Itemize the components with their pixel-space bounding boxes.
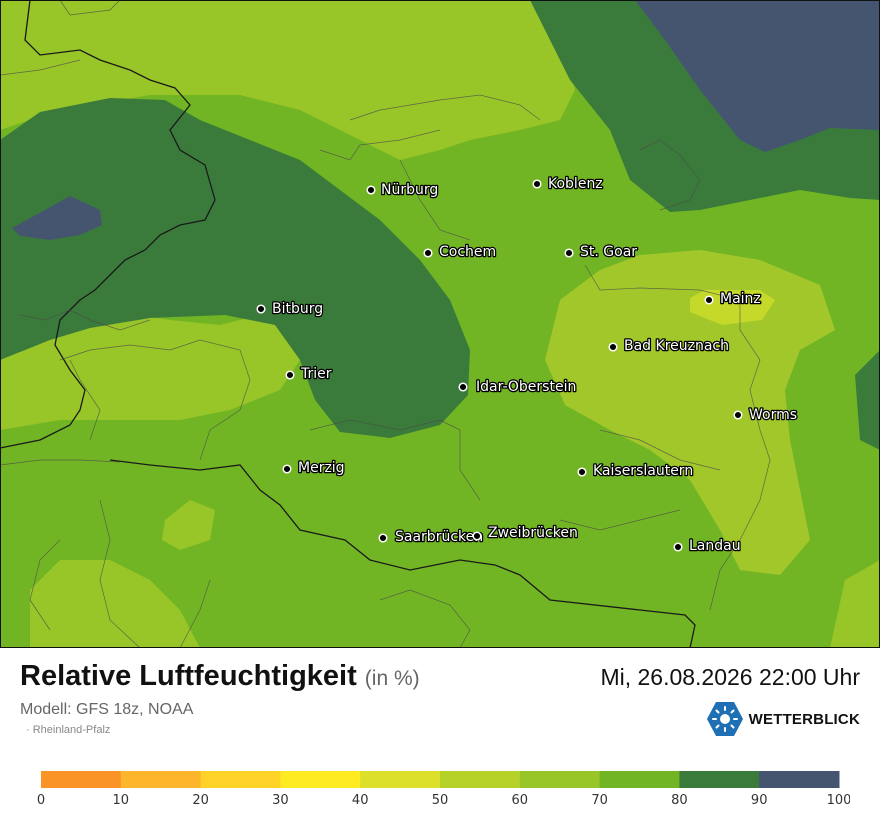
city-label: Landau	[689, 538, 741, 554]
humidity-zones-60-70	[0, 0, 880, 648]
city-label: Bitburg	[272, 301, 323, 317]
city-label: Cochem	[439, 244, 496, 260]
legend-tick-label: 20	[192, 793, 209, 808]
legend-tick-label: 10	[113, 793, 130, 808]
region-label: · Rheinland-Pfalz	[26, 724, 111, 736]
map-title: Relative Luftfeuchtigkeit (in %)	[20, 660, 420, 693]
legend-swatch	[679, 771, 760, 788]
city-label: Koblenz	[548, 176, 603, 192]
color-legend: 0 10 20 30 40 50 60 70 80 90 100	[37, 771, 850, 808]
city-nuerburg: Nürburg	[366, 181, 440, 199]
legend-tick-label: 50	[432, 793, 449, 808]
humidity-map: Nürburg Koblenz Cochem St. Goar Mainz Bi…	[0, 0, 880, 648]
legend-tick-label: 60	[512, 793, 529, 808]
legend-tick-label: 70	[591, 793, 608, 808]
legend-swatch	[440, 771, 521, 788]
brand-name: WETTERBLICK	[748, 710, 860, 728]
legend-swatch	[200, 771, 281, 788]
city-kaiserslautern: Kaiserslautern	[577, 462, 694, 480]
city-label: Kaiserslautern	[593, 463, 693, 479]
city-label: Saarbrücken	[395, 529, 483, 545]
border-lines	[0, 0, 696, 648]
legend-swatch	[41, 771, 122, 788]
city-saarbruecken: Saarbrücken	[378, 528, 484, 546]
city-st-goar: St. Goar	[564, 243, 639, 261]
city-koblenz: Koblenz	[532, 175, 604, 193]
city-label: Trier	[300, 366, 332, 382]
city-idar-oberstein: Idar-Oberstein	[458, 378, 578, 396]
city-label: Idar-Oberstein	[476, 379, 576, 395]
city-bitburg: Bitburg	[256, 300, 324, 318]
legend-tick-label: 100	[827, 793, 850, 808]
datetime-label: Mi, 26.08.2026 22:00 Uhr	[600, 664, 860, 690]
legend-swatch	[759, 771, 840, 788]
district-lines	[0, 0, 771, 648]
legend-tick-label: 0	[37, 793, 45, 808]
humidity-zones-90-100	[12, 0, 880, 240]
legend-swatch	[519, 771, 601, 788]
legend-tick-label: 40	[352, 793, 369, 808]
model-label: Modell: GFS 18z, NOAA	[20, 701, 194, 718]
legend-swatch	[280, 771, 361, 788]
wetterblick-logo: WETTERBLICK	[706, 702, 860, 736]
city-label: St. Goar	[580, 244, 637, 260]
city-trier: Trier	[285, 365, 333, 383]
city-worms: Worms	[733, 406, 798, 424]
region-text: Rheinland-Pfalz	[32, 724, 111, 736]
legend-swatch	[599, 771, 680, 788]
city-label: Merzig	[298, 460, 345, 476]
city-label: Worms	[749, 407, 797, 423]
unit-label: (in %)	[364, 667, 420, 690]
city-cochem: Cochem	[423, 243, 497, 261]
city-label: Mainz	[720, 291, 761, 307]
legend-swatch	[120, 771, 202, 788]
city-bad-kreuznach: Bad Kreuznach	[608, 337, 730, 355]
city-label: Nürburg	[381, 182, 438, 198]
legend-tick-label: 90	[751, 793, 768, 808]
legend-tick-label: 30	[272, 793, 289, 808]
city-label: Zweibrücken	[488, 525, 578, 541]
city-merzig: Merzig	[282, 459, 346, 477]
city-mainz: Mainz	[704, 290, 762, 308]
city-label: Bad Kreuznach	[624, 338, 729, 354]
legend-swatch	[360, 771, 441, 788]
city-markers: Nürburg Koblenz Cochem St. Goar Mainz Bi…	[256, 175, 798, 555]
sun-icon	[706, 702, 743, 736]
humidity-zones-50-60	[545, 250, 835, 575]
city-landau: Landau	[673, 537, 742, 555]
legend-tick-label: 80	[671, 793, 688, 808]
title-text: Relative Luftfeuchtigkeit	[20, 660, 357, 692]
city-zweibruecken: Zweibrücken	[472, 524, 579, 542]
